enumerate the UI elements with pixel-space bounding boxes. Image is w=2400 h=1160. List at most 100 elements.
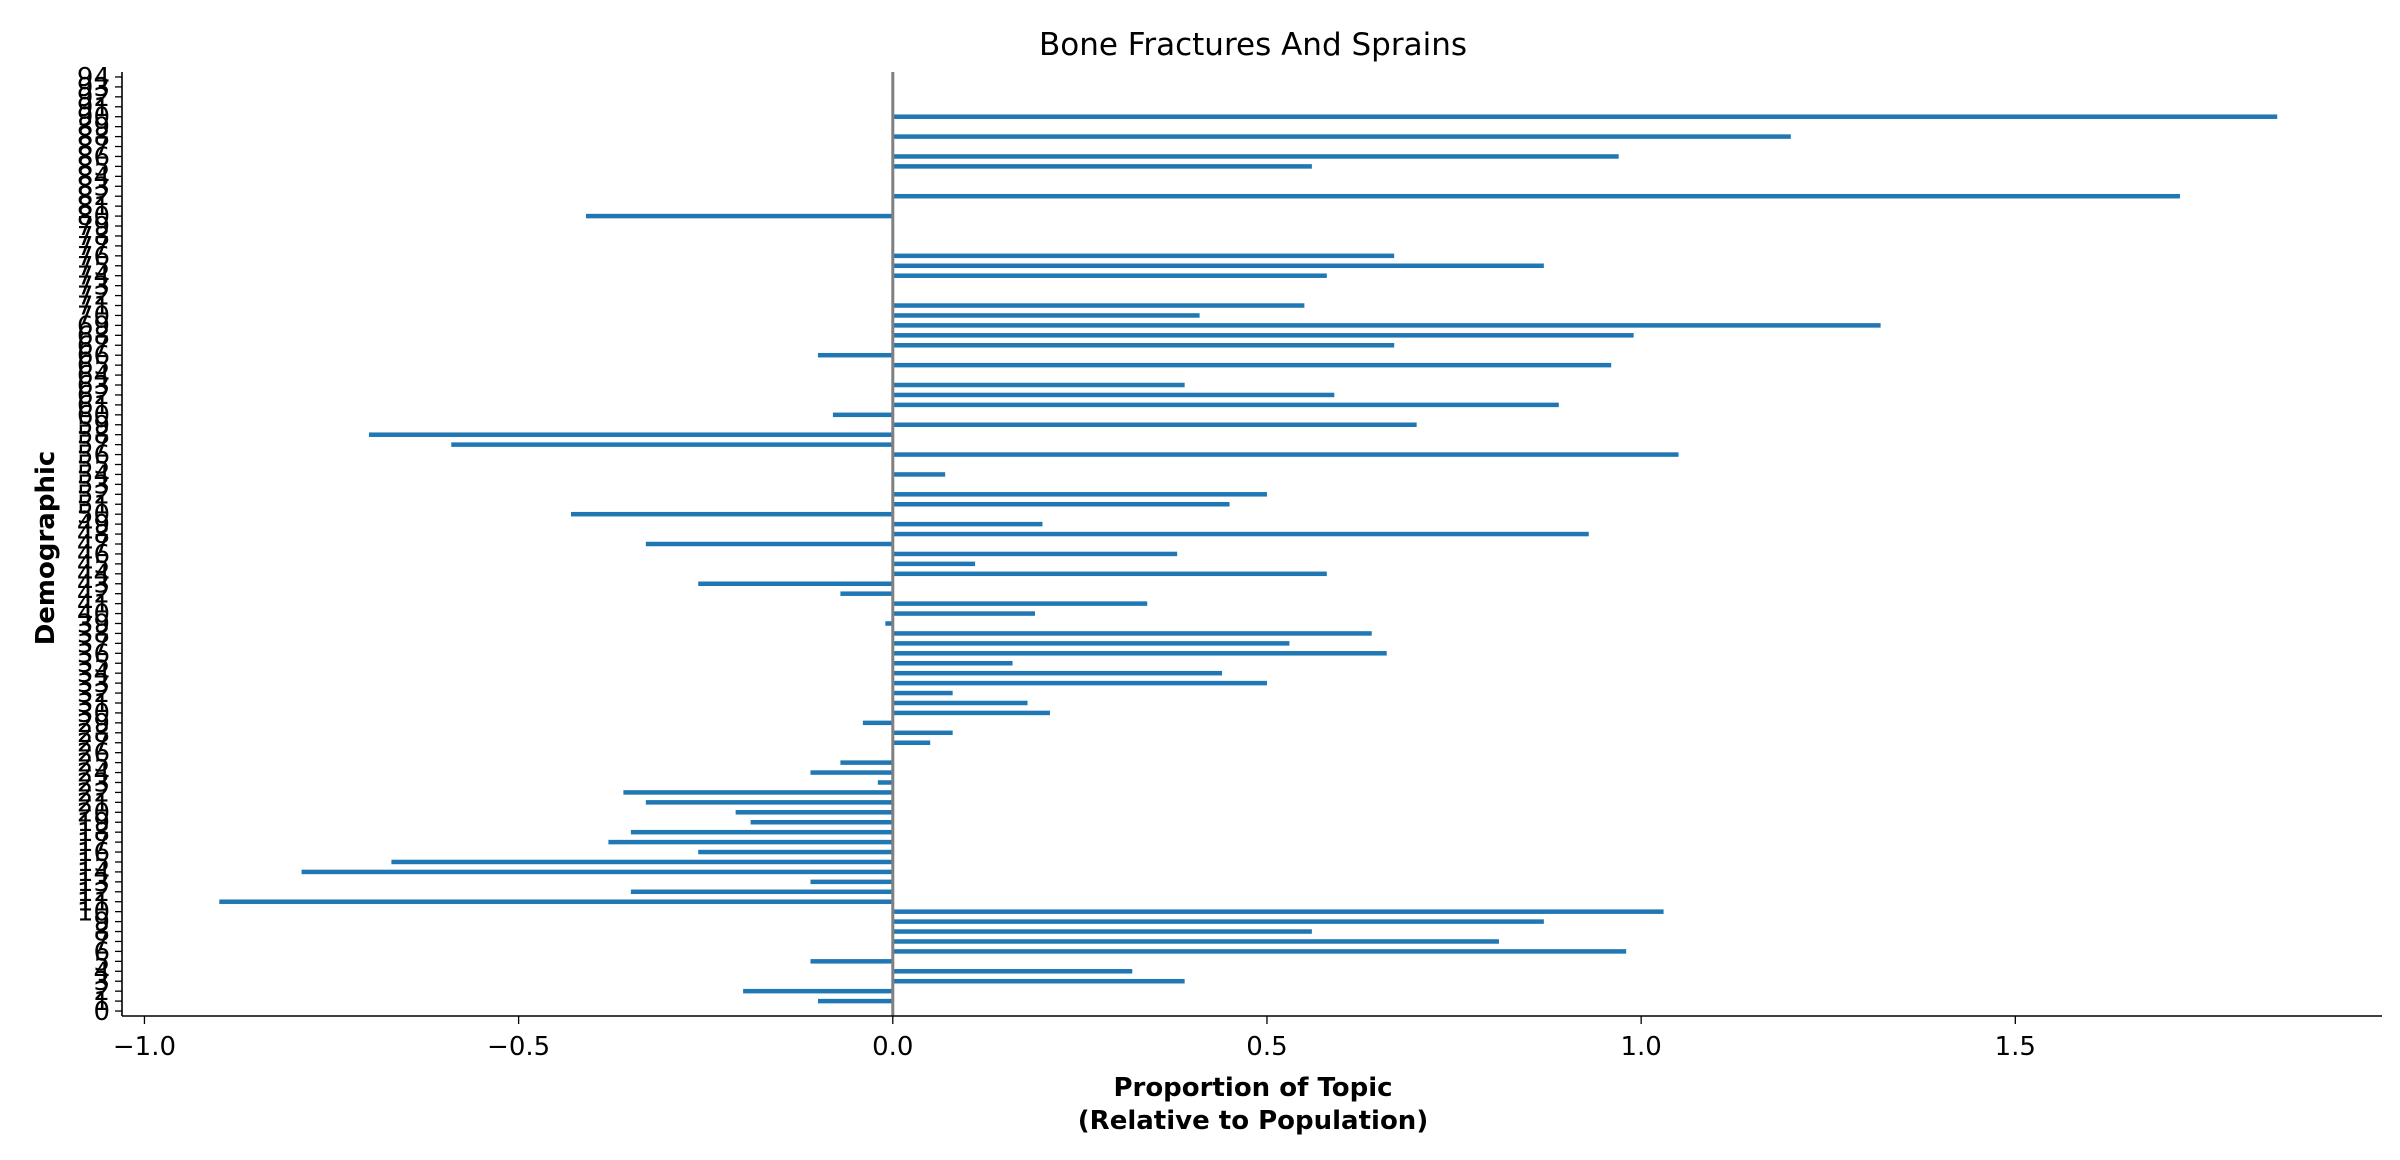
y-tick-label: 88 xyxy=(77,123,110,153)
bar-13 xyxy=(810,879,893,885)
y-tick-label: 76 xyxy=(77,242,110,272)
y-tick-label: 27 xyxy=(77,729,110,759)
y-tick-label: 86 xyxy=(77,142,110,172)
y-tick-label: 47 xyxy=(77,530,110,560)
bar-20 xyxy=(735,810,893,815)
bar-30 xyxy=(892,710,1050,716)
y-tick-label: 74 xyxy=(77,262,110,292)
y-tick-label: 48 xyxy=(77,520,110,550)
bar-82 xyxy=(892,193,2180,199)
y-tick-label: 73 xyxy=(77,272,110,302)
bar-36 xyxy=(892,651,1387,656)
bar-66 xyxy=(817,352,893,358)
y-tick-label: 2 xyxy=(93,977,110,1007)
y-tick-label: 85 xyxy=(77,152,110,182)
y-tick-label: 75 xyxy=(77,252,110,282)
bar-54 xyxy=(892,472,946,477)
y-tick-label: 91 xyxy=(77,93,110,123)
y-tick-label: 39 xyxy=(77,609,110,639)
bar-31 xyxy=(892,700,1028,706)
bar-68 xyxy=(892,333,1634,338)
bar-86 xyxy=(892,154,1619,159)
bar-5 xyxy=(810,959,893,964)
y-tick-label: 93 xyxy=(77,73,110,103)
bar-23 xyxy=(877,780,893,785)
y-tick-label: 82 xyxy=(77,182,110,212)
y-tick-label: 59 xyxy=(77,411,110,441)
y-tick-label: 38 xyxy=(77,619,110,649)
y-tick-label: 42 xyxy=(77,580,110,610)
bar-88 xyxy=(892,134,1791,139)
y-tick-label: 26 xyxy=(77,739,110,769)
y-tick-label: 84 xyxy=(77,162,110,192)
y-tick-label: 13 xyxy=(77,868,110,898)
bar-11 xyxy=(219,899,893,904)
bar-60 xyxy=(832,412,893,418)
y-tick-label: 68 xyxy=(77,321,110,351)
bar-52 xyxy=(892,492,1267,497)
bar-25 xyxy=(840,760,893,765)
bar-56 xyxy=(892,452,1679,457)
x-tick-label: 1.5 xyxy=(1995,1032,2036,1062)
bar-69 xyxy=(892,323,1881,328)
bar-47 xyxy=(645,541,893,547)
y-tick-label: 77 xyxy=(77,232,110,262)
y-tick-label: 4 xyxy=(93,957,110,987)
bar-10 xyxy=(892,909,1664,914)
y-tick-label: 94 xyxy=(77,63,110,93)
y-tick-label: 18 xyxy=(77,818,110,848)
y-tick-label: 6 xyxy=(93,937,110,967)
y-tick-label: 70 xyxy=(77,301,110,331)
y-tick-label: 87 xyxy=(77,133,110,163)
bar-37 xyxy=(892,641,1290,646)
y-tick-label: 78 xyxy=(77,222,110,252)
bar-7 xyxy=(892,939,1499,944)
y-tick-label: 63 xyxy=(77,371,110,401)
bar-39 xyxy=(885,621,893,626)
y-tick-label: 61 xyxy=(77,391,110,421)
y-tick-label: 71 xyxy=(77,292,110,322)
y-axis: 0123456789101112131415161718192021222324… xyxy=(77,63,123,1027)
y-tick-label: 25 xyxy=(77,749,110,779)
x-axis-label-line-2: (Relative to Population) xyxy=(1078,1106,1428,1136)
y-tick-label: 32 xyxy=(77,679,110,709)
bar-44 xyxy=(892,571,1327,577)
bar-65 xyxy=(892,362,1612,368)
y-tick-label: 31 xyxy=(77,689,110,719)
bar-41 xyxy=(892,601,1148,606)
y-tick-label: 12 xyxy=(77,878,110,908)
y-tick-label: 21 xyxy=(77,788,110,818)
bar-46 xyxy=(892,551,1178,557)
y-tick-label: 34 xyxy=(77,659,110,689)
y-tick-label: 89 xyxy=(77,113,110,143)
y-tick-label: 83 xyxy=(77,172,110,202)
y-tick-label: 58 xyxy=(77,421,110,451)
bars-layer xyxy=(219,74,2278,1014)
y-tick-label: 55 xyxy=(77,451,110,481)
bar-18 xyxy=(630,829,893,835)
y-tick-label: 22 xyxy=(77,778,110,808)
y-tick-label: 41 xyxy=(77,590,110,620)
y-tick-label: 52 xyxy=(77,480,110,510)
bar-14 xyxy=(301,869,893,875)
bar-58 xyxy=(368,432,893,437)
y-axis-label: Demographic xyxy=(31,451,61,646)
bar-85 xyxy=(892,164,1312,169)
y-tick-label: 5 xyxy=(93,947,110,977)
y-tick-label: 62 xyxy=(77,381,110,411)
y-tick-label: 19 xyxy=(77,808,110,838)
bar-45 xyxy=(892,561,976,567)
bar-57 xyxy=(451,442,893,447)
y-tick-label: 92 xyxy=(77,83,110,113)
bar-63 xyxy=(892,382,1185,388)
bar-32 xyxy=(892,690,953,696)
bar-17 xyxy=(608,839,893,845)
bar-21 xyxy=(645,800,893,805)
bar-43 xyxy=(698,581,893,586)
y-tick-label: 57 xyxy=(77,431,110,461)
bar-4 xyxy=(892,969,1133,974)
y-tick-label: 8 xyxy=(93,918,110,948)
y-tick-label: 10 xyxy=(77,898,110,928)
y-tick-label: 54 xyxy=(77,460,110,490)
